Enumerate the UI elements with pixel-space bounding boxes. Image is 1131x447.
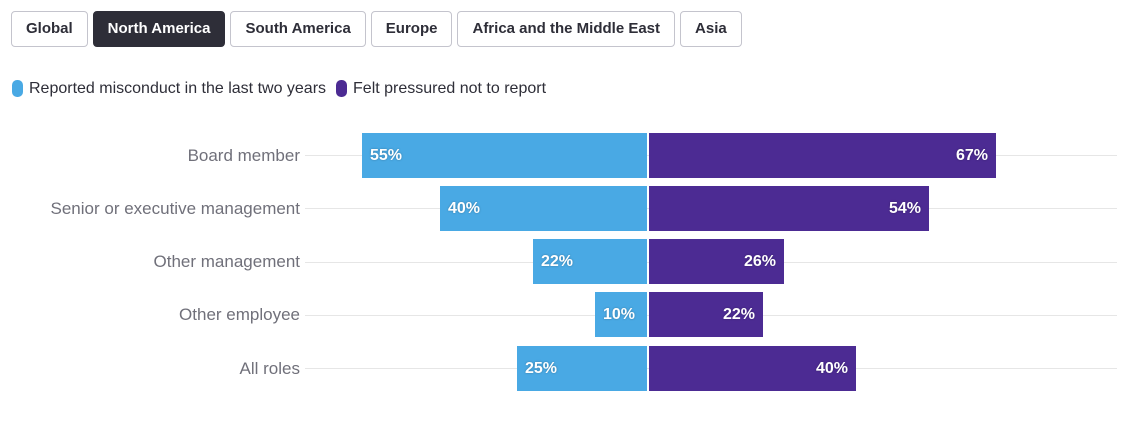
felt-pressured-bar[interactable]: 54% <box>649 186 929 231</box>
value-label: 25% <box>525 359 558 377</box>
legend-swatch-icon <box>12 80 23 97</box>
tab-north-america[interactable]: North America <box>92 11 226 47</box>
value-label: 67% <box>955 146 988 164</box>
felt-pressured-bar[interactable]: 40% <box>649 346 856 391</box>
reported-misconduct-bar[interactable]: 25% <box>517 346 647 391</box>
category-label: Senior or executive management <box>50 199 300 218</box>
tab-africa-and-the-middle-east[interactable]: Africa and the Middle East <box>457 11 676 47</box>
legend-swatch-icon <box>336 80 348 97</box>
region-tabs: Global North America South America Europe Af… <box>11 11 742 47</box>
legend-item[interactable]: Felt pressured not to report <box>336 79 546 98</box>
category-label: Other employee <box>179 305 300 324</box>
felt-pressured-bar[interactable]: 67% <box>649 133 996 178</box>
reported-misconduct-bar[interactable]: 40% <box>440 186 647 231</box>
value-label: 40% <box>448 199 481 217</box>
value-label: 10% <box>603 305 636 323</box>
tab-asia[interactable]: Asia <box>680 11 742 47</box>
reported-misconduct-bar[interactable]: 55% <box>362 133 647 178</box>
reported-misconduct-bar[interactable]: 10% <box>595 292 647 337</box>
legend-item[interactable]: Reported misconduct in the last two year… <box>12 79 326 98</box>
value-label: 26% <box>743 252 776 270</box>
value-label: 40% <box>815 359 848 377</box>
reported-misconduct-bar[interactable]: 22% <box>533 239 647 284</box>
legend-item-label: Felt pressured not to report <box>353 80 547 97</box>
category-label: All roles <box>239 359 300 378</box>
chart-legend: Reported misconduct in the last two year… <box>12 79 546 98</box>
felt-pressured-bar[interactable]: 22% <box>649 292 763 337</box>
legend-item-label: Reported misconduct in the last two year… <box>29 80 327 97</box>
felt-pressured-bar[interactable]: 26% <box>649 239 784 284</box>
value-label: 54% <box>888 199 921 217</box>
tab-south-america[interactable]: South America <box>230 11 366 47</box>
value-label: 55% <box>370 146 403 164</box>
category-label: Other management <box>153 252 300 271</box>
value-label: 22% <box>722 305 755 323</box>
category-label: Board member <box>187 146 300 165</box>
value-label: 22% <box>541 252 574 270</box>
tab-global[interactable]: Global <box>11 11 88 47</box>
tab-europe[interactable]: Europe <box>370 11 453 47</box>
